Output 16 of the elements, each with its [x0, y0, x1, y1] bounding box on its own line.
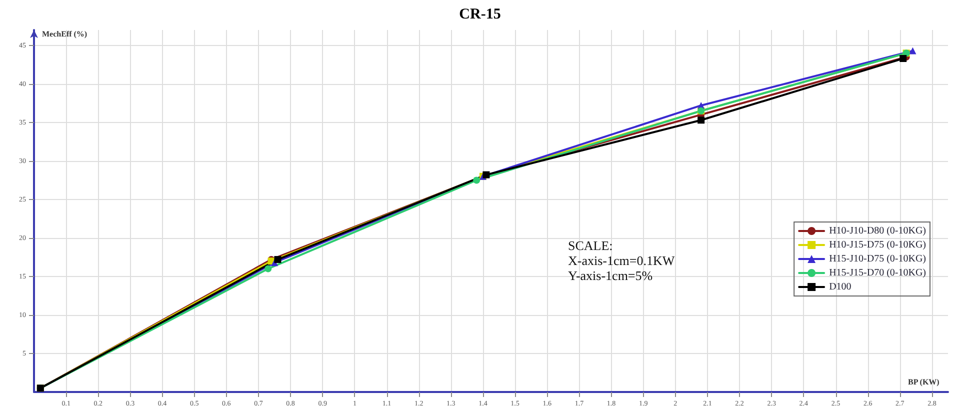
annotation: SCALE: X-axis-1cm=0.1KW Y-axis-1cm=5% [568, 238, 676, 283]
legend-label: D100 [829, 282, 852, 292]
x-axis-title: BP (KW) [908, 378, 940, 386]
legend-label: H10-J15-D75 (0-10KG) [829, 240, 926, 250]
y-axis-title: MechEff (%) [42, 30, 88, 38]
point [482, 171, 490, 178]
chart-title: CR-15 [459, 6, 501, 22]
point [909, 47, 916, 54]
point [473, 176, 480, 184]
point [264, 265, 272, 272]
legend-label: H15-J15-D70 (0-10KG) [829, 268, 926, 278]
point [274, 256, 282, 264]
point [900, 55, 907, 62]
legend-label: H15-J10-D75 (0-10KG) [829, 254, 926, 264]
legend-label: H10-J10-D80 (0-10KG) [829, 226, 926, 236]
point [698, 116, 705, 124]
